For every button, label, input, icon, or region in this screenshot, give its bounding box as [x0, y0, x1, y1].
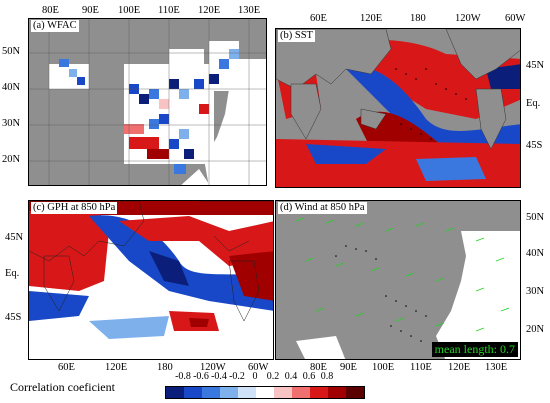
- tick-c-lat-0: 45N: [5, 232, 24, 243]
- tick-b-top-2: 180: [410, 13, 426, 24]
- colorbar-swatch: [346, 387, 364, 398]
- panel-d-wind: (d) Wind at 850 hPa mean length: 0.7: [275, 200, 521, 360]
- colorbar-swatch: [202, 387, 220, 398]
- wfac-map: [29, 19, 266, 185]
- colorbar-tick-label: -0.6: [193, 371, 209, 382]
- tick-b-top-0: 60E: [310, 13, 327, 24]
- panel-a-title: (a) WFAC: [31, 20, 79, 32]
- colorbar-tick-label: 0.8: [320, 371, 334, 382]
- tick-d-bottom-4: 120E: [448, 362, 471, 373]
- colorbar-swatch: [310, 387, 328, 398]
- tick-d-lat-3: 20N: [526, 324, 545, 335]
- colorbar-swatch: [184, 387, 202, 398]
- tick-c-bottom-4: 60W: [248, 362, 269, 373]
- tick-b-top-3: 120W: [455, 13, 481, 24]
- colorbar-title: Correlation coeficient: [10, 380, 115, 394]
- tick-c-lat-2: 45S: [5, 312, 22, 323]
- tick-a-top-1: 90E: [82, 5, 99, 16]
- sst-significance-dots: [395, 68, 467, 140]
- tick-b-lat-2: 45S: [526, 140, 543, 151]
- colorbar-swatch: [238, 387, 256, 398]
- tick-a-lat-0: 50N: [2, 46, 21, 57]
- sst-map: [276, 29, 520, 187]
- tick-a-top-2: 100E: [118, 5, 141, 16]
- colorbar-tick-label: -0.2: [229, 371, 245, 382]
- panel-d-title: (d) Wind at 850 hPa: [278, 202, 367, 214]
- tick-d-bottom-1: 90E: [340, 362, 357, 373]
- tick-b-lat-0: 45N: [526, 60, 545, 71]
- tick-d-bottom-3: 110E: [410, 362, 432, 373]
- panel-c-title: (c) GPH at 850 hPa: [31, 202, 118, 214]
- colorbar: [165, 386, 365, 399]
- tick-a-top-0: 80E: [42, 5, 59, 16]
- colorbar-tick-label: -0.8: [175, 371, 191, 382]
- colorbar-swatch: [256, 387, 274, 398]
- tick-d-lat-0: 50N: [526, 212, 545, 223]
- tick-c-lat-1: Eq.: [5, 268, 20, 279]
- colorbar-swatch: [166, 387, 184, 398]
- wind-map: [276, 201, 520, 359]
- wind-significance-dots: [335, 245, 427, 342]
- panel-a-wfac: (a) WFAC: [28, 18, 267, 186]
- mean-length-label: mean length: 0.7: [431, 342, 518, 357]
- tick-d-lat-2: 30N: [526, 286, 545, 297]
- tick-d-bottom-0: 80E: [310, 362, 327, 373]
- colorbar-swatch: [328, 387, 346, 398]
- tick-a-lat-1: 40N: [2, 82, 21, 93]
- colorbar-swatch: [274, 387, 292, 398]
- tick-d-bottom-2: 100E: [372, 362, 395, 373]
- tick-a-top-3: 110E: [158, 5, 180, 16]
- tick-b-top-1: 120E: [360, 13, 383, 24]
- panel-b-title: (b) SST: [278, 30, 315, 42]
- colorbar-tick-label: 0.2: [266, 371, 280, 382]
- tick-c-bottom-2: 180: [157, 362, 173, 373]
- wind-vectors: [295, 217, 510, 332]
- tick-a-top-5: 130E: [238, 5, 261, 16]
- tick-d-lat-1: 40N: [526, 248, 545, 259]
- colorbar-swatch: [220, 387, 238, 398]
- tick-b-top-4: 60W: [505, 13, 526, 24]
- tick-b-lat-1: Eq.: [526, 98, 541, 109]
- tick-c-bottom-1: 120E: [105, 362, 128, 373]
- tick-c-bottom-0: 60E: [58, 362, 75, 373]
- colorbar-tick-label: 0.4: [284, 371, 298, 382]
- tick-c-bottom-3: 120W: [200, 362, 226, 373]
- tick-d-bottom-5: 130E: [485, 362, 508, 373]
- panel-c-gph: (c) GPH at 850 hPa: [28, 200, 274, 360]
- colorbar-tick-label: 0.6: [302, 371, 316, 382]
- tick-a-lat-3: 20N: [2, 154, 21, 165]
- colorbar-tick-label: 0: [252, 371, 258, 382]
- tick-a-top-4: 120E: [198, 5, 221, 16]
- wfac-graticule: [29, 19, 266, 185]
- colorbar-swatch: [292, 387, 310, 398]
- gph-map: [29, 201, 273, 359]
- colorbar-tick-label: -0.4: [211, 371, 227, 382]
- sst-continents: [276, 29, 520, 150]
- gph-continents: [29, 201, 273, 322]
- panel-b-sst: (b) SST: [275, 28, 521, 188]
- tick-a-lat-2: 30N: [2, 118, 21, 129]
